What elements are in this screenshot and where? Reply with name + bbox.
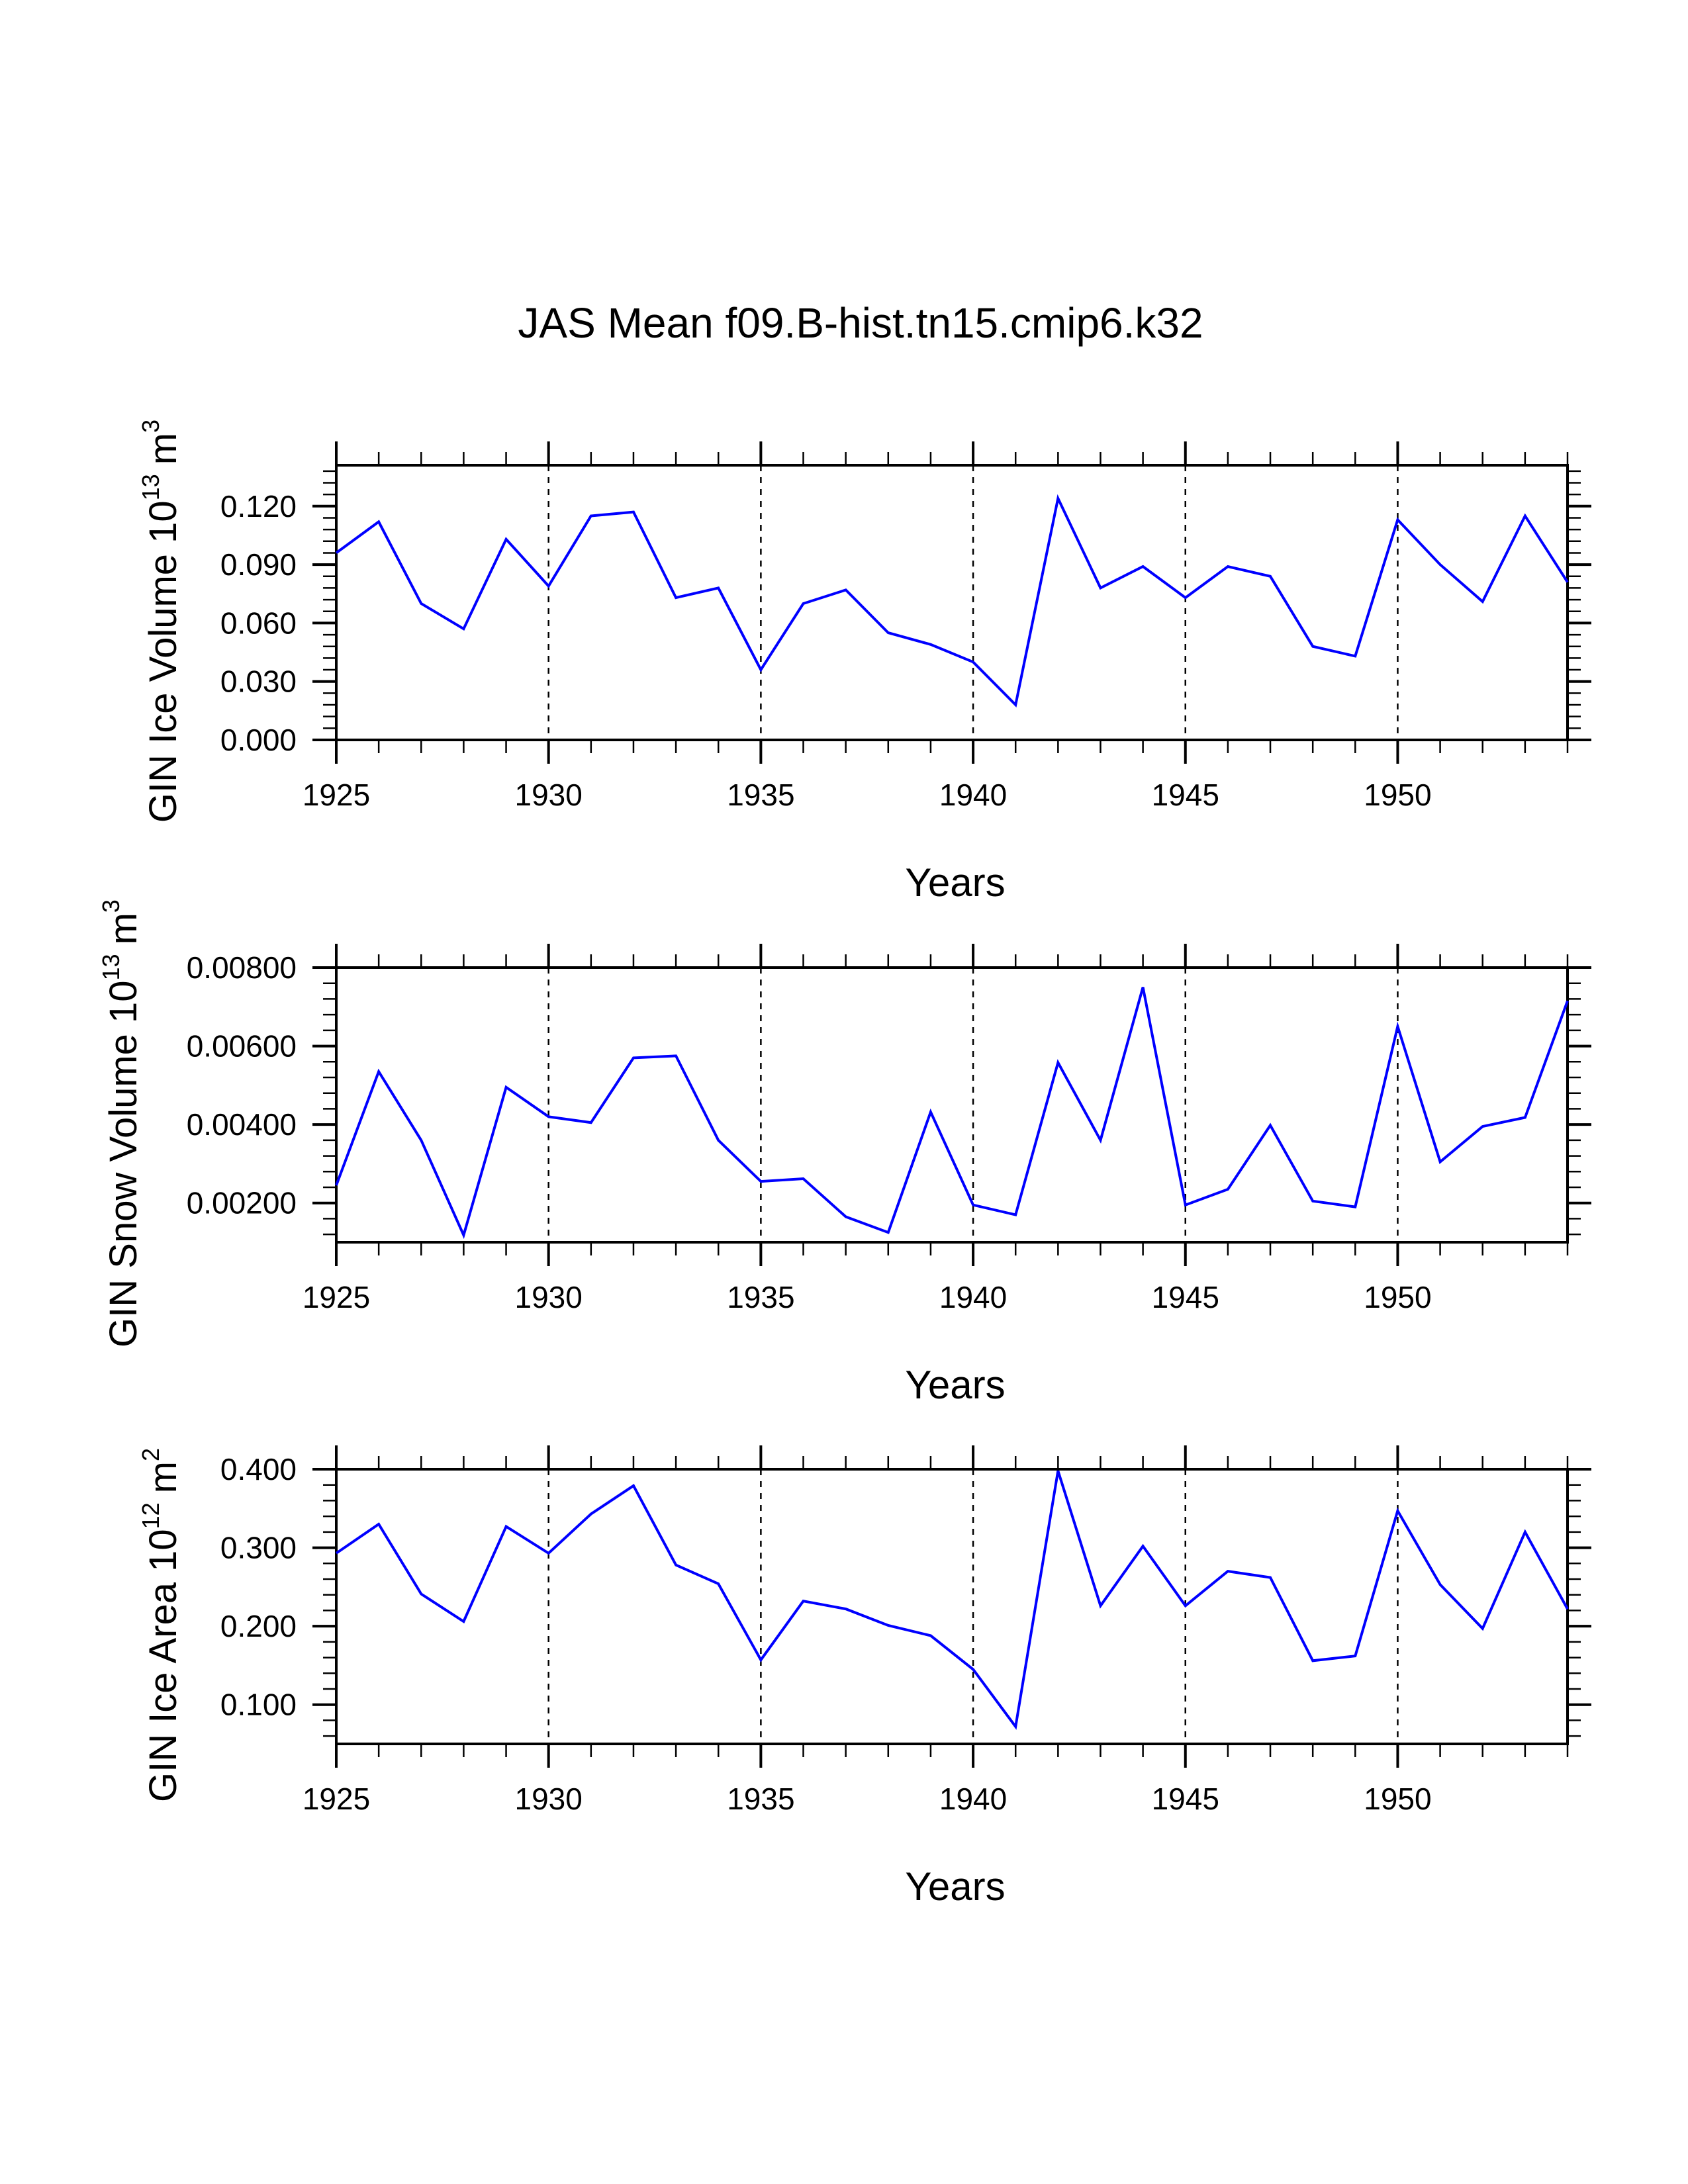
y-tick-label: 0.00600 (187, 1029, 297, 1064)
x-axis-label: Years (905, 1363, 1005, 1407)
x-tick-label: 1945 (1152, 1280, 1219, 1314)
series-line (335, 1470, 1569, 1730)
y-tick-label: 0.00400 (187, 1107, 297, 1142)
y-tick-label: 0.090 (220, 547, 297, 582)
x-axis-label: Years (905, 1864, 1005, 1909)
x-tick-label: 1925 (303, 778, 370, 812)
panel-snow-volume: 1925 1930 1935 1940 1945 1950 0.00200 0.00400 0.… (97, 899, 1591, 1407)
series-line (335, 494, 1569, 708)
y-tick-label: 0.200 (220, 1609, 297, 1643)
y-tick-label: 0.000 (220, 723, 297, 757)
y-axis-label: GIN Snow Volume 1013 m3 (97, 899, 145, 1347)
x-tick-label: 1950 (1364, 1782, 1431, 1816)
y-axis-label-exponent: 13 (137, 474, 164, 500)
y-tick-label: 0.100 (220, 1688, 297, 1722)
y-tick-label: 0.300 (220, 1531, 297, 1565)
x-tick-label: 1925 (303, 1280, 370, 1314)
y-tick-label: 0.120 (220, 489, 297, 523)
y-axis-label-main: GIN Snow Volume 10 (102, 980, 145, 1347)
x-tick-label: 1940 (939, 1782, 1007, 1816)
y-tick-label: 0.030 (220, 664, 297, 699)
x-tick-label: 1950 (1364, 1280, 1431, 1314)
y-axis-label-unit-exponent: 3 (137, 420, 164, 433)
y-axis-label-unit: m (102, 913, 145, 944)
y-axis-label-unit: m (142, 1461, 185, 1493)
x-tick-label: 1930 (515, 1782, 583, 1816)
x-axis-label: Years (905, 860, 1005, 905)
y-axis-label: GIN Ice Area 1012 m2 (137, 1448, 185, 1802)
y-tick-label: 0.060 (220, 606, 297, 640)
y-tick-label: 0.00800 (187, 950, 297, 985)
y-axis-label-exponent: 12 (137, 1502, 164, 1529)
x-tick-label: 1935 (727, 1280, 794, 1314)
x-tick-label: 1945 (1152, 1782, 1219, 1816)
x-tick-label: 1945 (1152, 778, 1219, 812)
y-axis-label-unit-exponent: 3 (97, 899, 124, 913)
x-tick-label: 1940 (939, 778, 1007, 812)
x-tick-label: 1930 (515, 1280, 583, 1314)
panel-ice-area: 1925 1930 1935 1940 1945 1950 0.100 0.200 0.300 0… (137, 1445, 1591, 1909)
y-axis-label-exponent: 13 (97, 954, 124, 980)
y-axis-label-unit: m (142, 433, 185, 465)
y-axis-label-main: GIN Ice Area 10 (142, 1529, 185, 1802)
x-tick-label: 1950 (1364, 778, 1431, 812)
y-tick-label: 0.00200 (187, 1186, 297, 1220)
x-tick-label: 1925 (303, 1782, 370, 1816)
series-line (335, 987, 1569, 1240)
y-axis-label: GIN Ice Volume 1013 m3 (137, 420, 185, 823)
plot-frame (335, 1468, 1569, 1745)
x-tick-label: 1935 (727, 1782, 794, 1816)
chart-title: JAS Mean f09.B-hist.tn15.cmip6.k32 (518, 299, 1203, 347)
panel-ice-volume: 1925 1930 1935 1940 1945 1950 0.000 0.030 0.060 0… (137, 420, 1591, 905)
plot-frame (335, 966, 1569, 1244)
plot-frame (335, 464, 1569, 741)
x-tick-label: 1930 (515, 778, 583, 812)
x-tick-label: 1940 (939, 1280, 1007, 1314)
y-tick-label: 0.400 (220, 1452, 297, 1486)
y-axis-label-unit-exponent: 2 (137, 1448, 164, 1461)
x-tick-label: 1935 (727, 778, 794, 812)
y-axis-label-main: GIN Ice Volume 10 (142, 500, 185, 823)
